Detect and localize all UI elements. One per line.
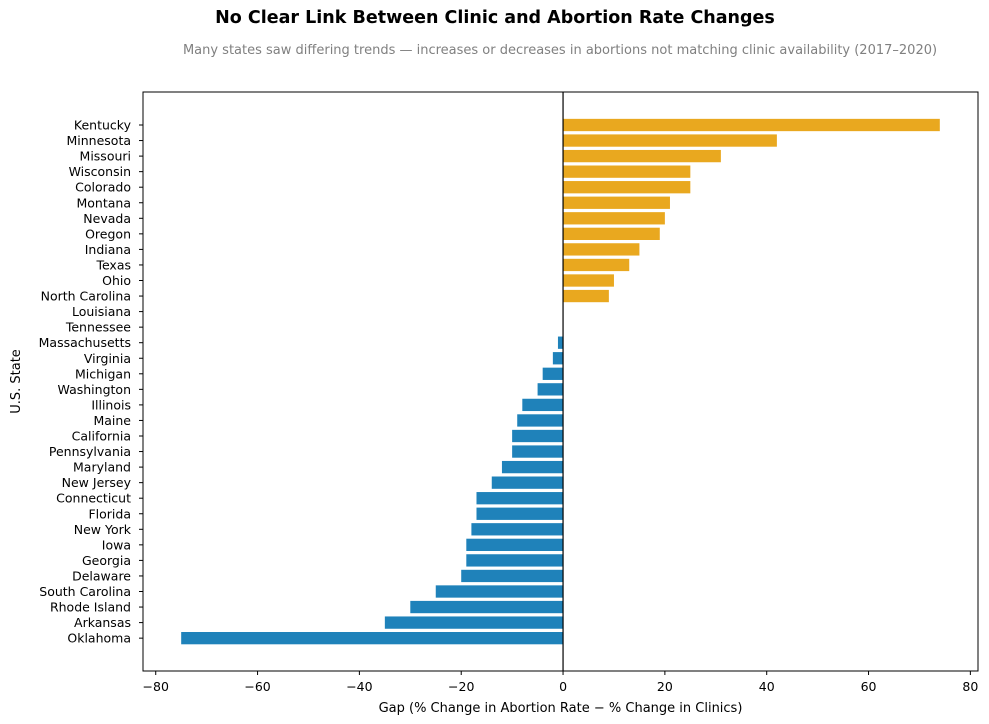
x-tick-label-7: 60 bbox=[861, 679, 877, 694]
bar-new-york bbox=[471, 523, 564, 536]
y-tick-label-connecticut: Connecticut bbox=[56, 491, 131, 506]
y-tick-label-oklahoma: Oklahoma bbox=[67, 631, 131, 646]
bar-south-carolina bbox=[435, 585, 564, 598]
bar-new-jersey bbox=[491, 476, 564, 489]
bar-arkansas bbox=[384, 616, 564, 629]
bar-wisconsin bbox=[563, 165, 691, 178]
bar-michigan bbox=[542, 367, 564, 380]
bar-ohio bbox=[563, 274, 614, 287]
y-tick-label-california: California bbox=[72, 429, 131, 444]
bar-iowa bbox=[466, 538, 564, 551]
y-tick-label-indiana: Indiana bbox=[85, 242, 131, 257]
chart-title: No Clear Link Between Clinic and Abortio… bbox=[215, 8, 775, 28]
y-tick-label-florida: Florida bbox=[88, 506, 131, 521]
x-tick-label-4: 0 bbox=[559, 679, 567, 694]
x-axis: −80 −60 −40 −20 0 20 40 60 80 bbox=[143, 671, 978, 694]
y-tick-label-wisconsin: Wisconsin bbox=[69, 164, 131, 179]
bar-virginia bbox=[552, 352, 564, 365]
bar-minnesota bbox=[563, 134, 777, 147]
y-axis: KentuckyMinnesotaMissouriWisconsinColora… bbox=[39, 118, 143, 646]
bar-georgia bbox=[466, 554, 564, 567]
x-tick-label-5: 20 bbox=[657, 679, 673, 694]
bar-illinois bbox=[522, 398, 564, 412]
bar-kentucky bbox=[563, 118, 940, 132]
bar-delaware bbox=[461, 569, 564, 583]
bar-indiana bbox=[563, 243, 640, 256]
bar-nevada bbox=[563, 212, 665, 225]
y-tick-label-colorado: Colorado bbox=[75, 180, 131, 195]
y-tick-label-michigan: Michigan bbox=[75, 366, 131, 381]
x-tick-label-6: 40 bbox=[759, 679, 775, 694]
y-tick-label-kentucky: Kentucky bbox=[74, 118, 132, 133]
y-tick-label-new-york: New York bbox=[74, 522, 132, 537]
y-tick-label-oregon: Oregon bbox=[85, 226, 131, 241]
x-tick-label-3: −20 bbox=[448, 679, 474, 694]
y-tick-label-nevada: Nevada bbox=[83, 211, 131, 226]
y-tick-label-arkansas: Arkansas bbox=[74, 615, 131, 630]
bar-massachusetts bbox=[557, 336, 564, 349]
y-tick-label-rhode-island: Rhode Island bbox=[50, 600, 131, 615]
y-tick-label-maine: Maine bbox=[93, 413, 131, 428]
bar-missouri bbox=[563, 149, 721, 163]
y-tick-label-louisiana: Louisiana bbox=[72, 304, 131, 319]
bar-rhode-island bbox=[410, 600, 564, 614]
y-tick-label-illinois: Illinois bbox=[91, 397, 131, 412]
bar-maine bbox=[517, 414, 564, 427]
y-tick-label-texas: Texas bbox=[95, 257, 131, 272]
y-tick-label-montana: Montana bbox=[77, 195, 132, 210]
x-tick-label-1: −60 bbox=[244, 679, 270, 694]
bar-california bbox=[512, 429, 564, 443]
y-tick-label-delaware: Delaware bbox=[72, 568, 131, 583]
y-tick-label-south-carolina: South Carolina bbox=[39, 584, 131, 599]
bar-oklahoma bbox=[181, 632, 564, 645]
y-tick-label-pennsylvania: Pennsylvania bbox=[49, 444, 131, 459]
x-tick-label-8: 80 bbox=[962, 679, 978, 694]
y-tick-label-georgia: Georgia bbox=[82, 553, 131, 568]
bar-montana bbox=[563, 196, 670, 209]
y-tick-label-minnesota: Minnesota bbox=[66, 133, 131, 148]
y-tick-label-massachusetts: Massachusetts bbox=[39, 335, 131, 350]
y-tick-label-tennessee: Tennessee bbox=[65, 320, 131, 335]
y-tick-label-maryland: Maryland bbox=[73, 460, 131, 475]
y-tick-label-new-jersey: New Jersey bbox=[62, 475, 132, 490]
y-tick-label-ohio: Ohio bbox=[102, 273, 131, 288]
bar-connecticut bbox=[476, 492, 564, 505]
bar-colorado bbox=[563, 181, 691, 194]
bar-oregon bbox=[563, 227, 660, 240]
plot-frame bbox=[142, 91, 979, 672]
y-tick-label-missouri: Missouri bbox=[80, 149, 131, 164]
y-tick-label-iowa: Iowa bbox=[102, 537, 131, 552]
x-tick-label-2: −40 bbox=[346, 679, 372, 694]
bar-maryland bbox=[501, 460, 564, 474]
bar-texas bbox=[563, 258, 630, 272]
y-axis-label: U.S. State bbox=[9, 349, 24, 414]
x-axis-label: Gap (% Change in Abortion Rate − % Chang… bbox=[379, 701, 743, 716]
y-tick-label-virginia: Virginia bbox=[84, 351, 131, 366]
bar-washington bbox=[537, 383, 564, 396]
bar-florida bbox=[476, 507, 564, 520]
x-tick-label-0: −80 bbox=[143, 679, 169, 694]
y-tick-label-north-carolina: North Carolina bbox=[41, 289, 131, 304]
bars-group bbox=[181, 118, 940, 645]
bar-pennsylvania bbox=[512, 445, 564, 458]
y-tick-label-washington: Washington bbox=[58, 382, 131, 397]
bar-north-carolina bbox=[563, 289, 609, 303]
chart-subtitle: Many states saw differing trends — incre… bbox=[182, 43, 938, 58]
